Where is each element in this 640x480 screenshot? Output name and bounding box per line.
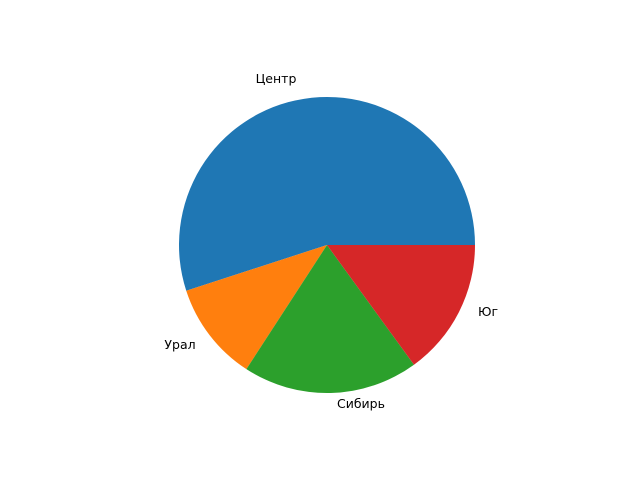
pie-wedge[interactable] [246, 245, 414, 394]
pie-wedge-group [179, 97, 475, 394]
pie-wedge-label: Сибирь [337, 395, 385, 411]
pie-wedge-label: Урал [164, 336, 196, 352]
pie-wedge-label: Центр [255, 70, 297, 86]
pie-wedge[interactable] [327, 245, 475, 365]
pie-wedge[interactable] [186, 245, 327, 370]
pie-wedge-label: Юг [477, 303, 499, 319]
pie-wedge[interactable] [179, 97, 475, 291]
